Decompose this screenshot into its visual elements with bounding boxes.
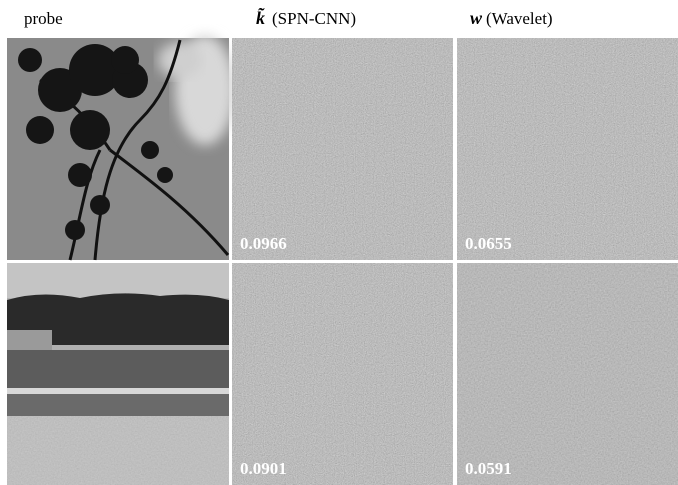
probe-image xyxy=(7,35,235,260)
score: 0.0901 xyxy=(240,459,287,478)
column-symbol: w xyxy=(470,8,483,28)
column-header: probe xyxy=(24,9,63,28)
residual-image xyxy=(232,38,453,260)
score: 0.0966 xyxy=(240,234,287,253)
residual-image xyxy=(232,263,453,485)
residual-image xyxy=(457,263,678,485)
figure: probe k̃ (SPN-CNN) w (Wavelet) xyxy=(0,0,678,485)
column-header: (Wavelet) xyxy=(486,9,553,28)
column-header: (SPN-CNN) xyxy=(272,9,356,28)
score: 0.0655 xyxy=(465,234,512,253)
column-symbol: k̃ xyxy=(256,7,265,28)
probe-image xyxy=(7,263,229,485)
residual-image xyxy=(457,38,678,260)
score: 0.0591 xyxy=(465,459,512,478)
